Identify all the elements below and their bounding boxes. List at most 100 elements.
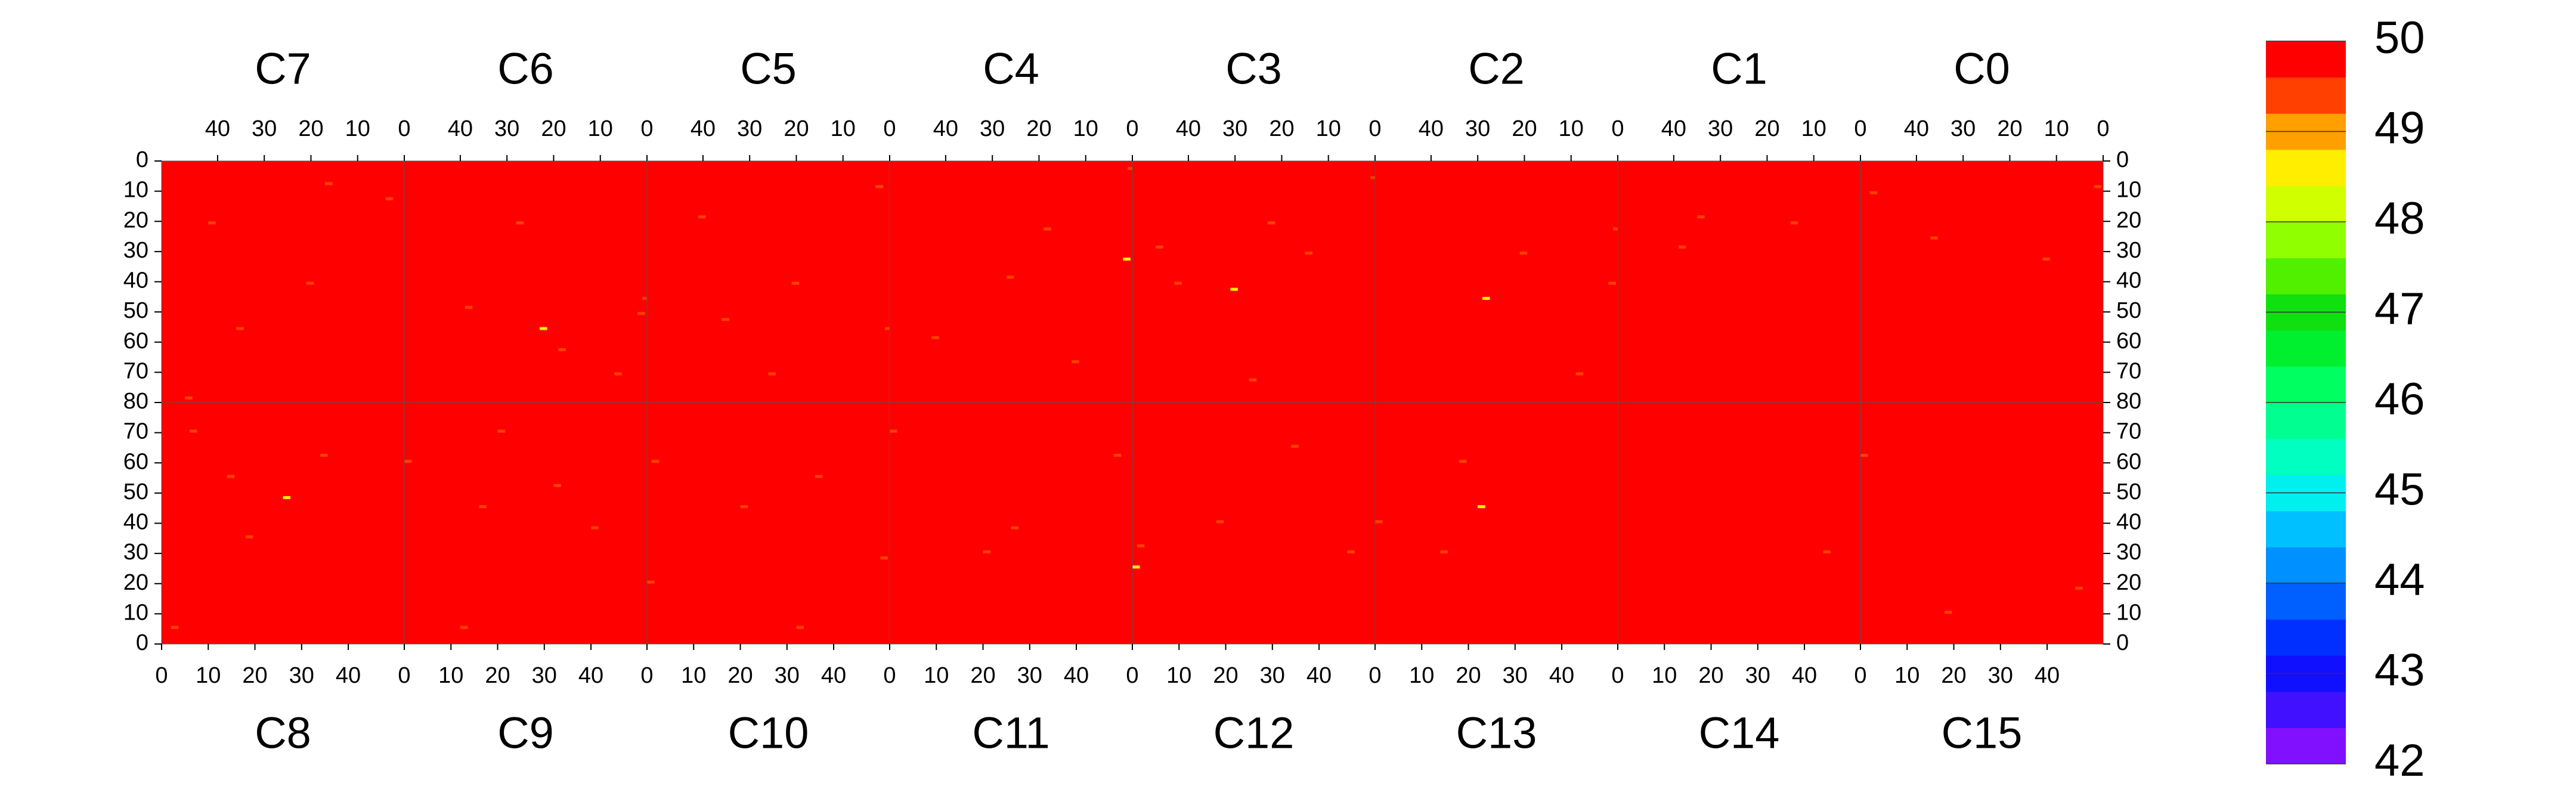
cell xyxy=(651,460,660,463)
x-tick-label: 10 xyxy=(588,116,613,141)
y-tick-label: 60 xyxy=(2116,449,2141,474)
chip-background xyxy=(404,161,647,402)
x-tick-label: 40 xyxy=(1419,116,1444,141)
x-tick-label: 30 xyxy=(289,663,314,688)
chip-background xyxy=(1132,402,1375,644)
y-tick-label: 60 xyxy=(123,449,148,474)
colorbar-band xyxy=(2266,330,2346,367)
y-tick-label: 40 xyxy=(123,268,148,293)
colorbar-band xyxy=(2266,547,2346,584)
cell xyxy=(642,296,650,300)
x-tick-label: 0 xyxy=(398,663,410,688)
cell xyxy=(324,182,333,185)
cell xyxy=(796,626,804,629)
cell xyxy=(1375,520,1383,524)
cell xyxy=(1426,191,1434,194)
x-tick-label: 20 xyxy=(1698,663,1723,688)
cell xyxy=(1249,378,1257,382)
cell xyxy=(1697,215,1705,219)
cell xyxy=(385,197,394,200)
cell xyxy=(894,281,902,285)
y-tick-label: 70 xyxy=(2116,419,2141,444)
x-tick-label: 40 xyxy=(1904,116,1929,141)
y-tick-label: 10 xyxy=(2116,178,2141,203)
cell xyxy=(1216,520,1224,524)
cell xyxy=(1991,505,1999,509)
y-tick-label: 60 xyxy=(123,329,148,354)
cell xyxy=(1370,176,1378,179)
cell xyxy=(1716,267,1723,270)
cell xyxy=(1608,281,1616,285)
y-tick-label: 40 xyxy=(2116,268,2141,293)
cell xyxy=(465,306,473,309)
x-tick-label: 20 xyxy=(298,116,323,141)
cell xyxy=(1944,611,1952,614)
x-tick-label: 10 xyxy=(831,116,856,141)
colorbar-band xyxy=(2266,41,2346,78)
cell xyxy=(983,550,991,554)
x-tick-label: 0 xyxy=(640,663,653,688)
cell xyxy=(362,360,370,364)
x-tick-label: 0 xyxy=(883,663,896,688)
x-tick-label: 0 xyxy=(1611,663,1624,688)
cell xyxy=(227,475,235,478)
cell xyxy=(2079,221,2088,225)
cell xyxy=(357,599,366,602)
cell xyxy=(479,505,487,509)
chip-background xyxy=(1375,402,1618,644)
cell xyxy=(1076,580,1084,584)
cell xyxy=(614,372,622,376)
chip-label: C10 xyxy=(728,708,809,758)
cell xyxy=(1949,327,1957,330)
y-tick-label: 70 xyxy=(2116,358,2141,383)
x-tick-label: 40 xyxy=(933,116,958,141)
y-tick-label: 70 xyxy=(123,419,148,444)
colorbar-band xyxy=(2266,619,2346,656)
colorbar-label: 45 xyxy=(2374,465,2425,515)
x-tick-label: 20 xyxy=(242,663,267,688)
x-tick-label: 40 xyxy=(578,663,603,688)
cell xyxy=(553,484,561,487)
colorbar-label: 43 xyxy=(2374,645,2425,696)
cell xyxy=(740,505,748,509)
cell xyxy=(1930,236,1938,240)
y-tick-label: 80 xyxy=(123,389,148,414)
x-tick-label: 10 xyxy=(345,116,370,141)
x-tick-label: 10 xyxy=(1409,663,1434,688)
chip-label: C7 xyxy=(255,44,311,94)
cell xyxy=(1291,444,1299,448)
cell xyxy=(1123,258,1131,261)
y-tick-label: 60 xyxy=(2116,329,2141,354)
cell xyxy=(497,429,506,433)
cell xyxy=(880,556,888,560)
x-tick-label: 40 xyxy=(821,663,846,688)
x-tick-label: 20 xyxy=(1754,116,1779,141)
x-tick-label: 20 xyxy=(1269,116,1294,141)
x-tick-label: 20 xyxy=(1512,116,1537,141)
cell xyxy=(1664,580,1672,584)
cell xyxy=(516,221,524,225)
y-tick-label: 50 xyxy=(123,298,148,323)
cell xyxy=(185,396,193,400)
y-tick-label: 20 xyxy=(2116,570,2141,595)
y-tick-label: 50 xyxy=(123,479,148,504)
colorbar-band xyxy=(2266,149,2346,186)
colorbar-band xyxy=(2266,691,2346,728)
x-tick-label: 40 xyxy=(1549,663,1574,688)
x-tick-label: 40 xyxy=(2035,663,2060,688)
y-tick-label: 30 xyxy=(123,238,148,263)
cell xyxy=(1972,526,1980,530)
y-tick-label: 0 xyxy=(136,630,148,655)
cell xyxy=(460,626,468,629)
cell xyxy=(1575,372,1584,376)
y-tick-label: 0 xyxy=(2116,630,2129,655)
cell xyxy=(693,544,701,547)
cell xyxy=(852,526,860,530)
colorbar-band xyxy=(2266,366,2346,403)
cell xyxy=(1132,565,1140,569)
cell xyxy=(2042,258,2050,261)
cell xyxy=(1478,505,1485,509)
colorbar-band xyxy=(2266,222,2346,259)
chip-label: C15 xyxy=(1942,708,2023,758)
